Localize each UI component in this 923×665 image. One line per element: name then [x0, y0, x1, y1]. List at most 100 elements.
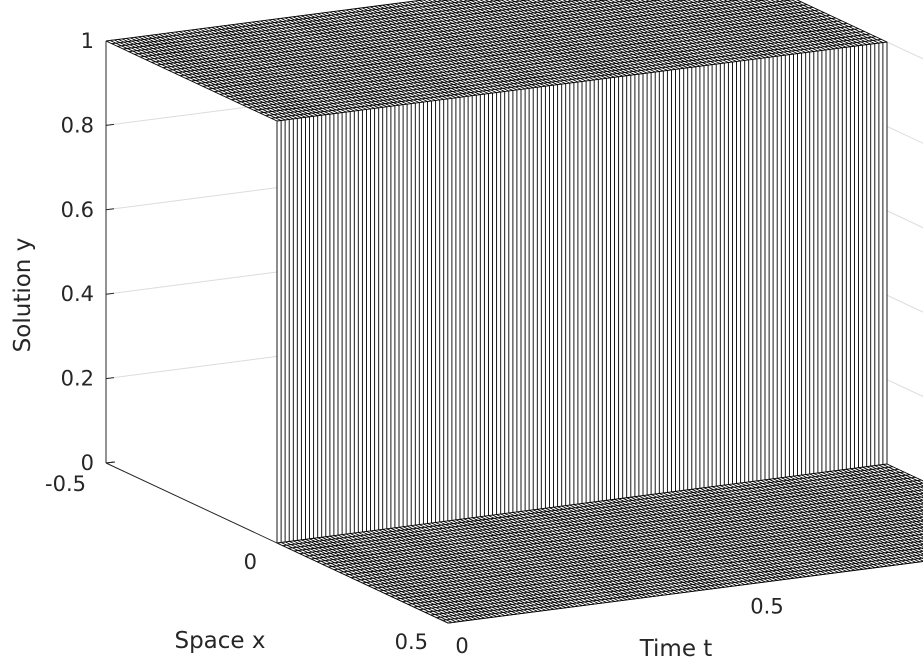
mesh-line-x [567, 0, 880, 568]
mesh-line-x [603, 0, 908, 564]
mesh-line-x [692, 0, 923, 530]
mesh-line-x [337, 10, 680, 594]
mesh-line-x [187, 30, 530, 613]
mesh-line-x [656, 0, 923, 547]
mesh-line-x [484, 0, 815, 577]
mesh-line-x [317, 13, 660, 597]
mesh-line-x [109, 40, 453, 623]
z-tick-mark [105, 208, 115, 211]
mesh-line-x [645, 0, 923, 552]
mesh-line-x [276, 18, 619, 602]
mesh-line-x [309, 14, 652, 598]
mesh-line-x [345, 9, 689, 593]
mesh-line-x [166, 32, 510, 616]
mesh-line-x [739, 0, 923, 509]
mesh-line-x [661, 0, 923, 545]
x-tick-mark [439, 618, 449, 624]
mesh-line-x [697, 0, 923, 528]
y-tick-mark [276, 541, 287, 544]
mesh-line-x [728, 0, 923, 513]
mesh-line-x [402, 2, 746, 586]
surface-mesh [105, 0, 923, 624]
mesh-line-x [796, 0, 923, 482]
mesh-line-x [770, 0, 923, 494]
mesh-line-x [671, 0, 923, 540]
mesh-line-x [288, 16, 632, 600]
mesh-line-x [764, 0, 923, 496]
mesh-line-x [240, 23, 583, 607]
mesh-line-x [122, 38, 465, 622]
x-tick-label: 0 [455, 634, 468, 658]
mesh-line-x [650, 0, 923, 550]
mesh-line-x [713, 0, 923, 521]
mesh-line-x [138, 36, 481, 620]
mesh-line-x [272, 18, 615, 602]
mesh-line-x [134, 36, 477, 620]
mesh-line-x [118, 38, 461, 622]
mesh-line-x [305, 14, 648, 598]
z-axis-label: Solution y [10, 238, 36, 353]
mesh-line-x [353, 8, 697, 592]
z-tick-label: 0.6 [61, 198, 94, 222]
mesh-line-x [427, 0, 770, 582]
mesh-line-x [759, 0, 923, 499]
mesh-line-x [468, 0, 802, 578]
mesh-line-x [268, 19, 611, 603]
mesh-line-x [536, 0, 855, 571]
mesh-line-x [718, 0, 923, 518]
mesh-line-x [313, 13, 656, 597]
mesh-line-x [546, 0, 863, 570]
mesh-line-x [448, 0, 786, 580]
z-tick-label: 0.8 [61, 113, 94, 137]
mesh-line-x [130, 37, 473, 621]
mesh-line-x [150, 34, 493, 618]
mesh-line-x [207, 27, 550, 611]
mesh-line-x [325, 12, 668, 596]
z-tick-mark [105, 123, 115, 126]
mesh-line-x [179, 31, 522, 614]
mesh-line-x [333, 11, 676, 594]
mesh-line-x [170, 32, 514, 616]
mesh-line-x [394, 3, 737, 587]
mesh-line-x [593, 0, 900, 565]
mesh-line-x [437, 0, 778, 581]
mesh-line-x [162, 33, 506, 617]
mesh-line-x [423, 0, 766, 583]
mesh-line-x [329, 11, 672, 595]
mesh-line-x [195, 28, 538, 612]
tick-labels: 00.20.40.60.81-0.500.500.51 [45, 29, 784, 658]
mesh-line-x [479, 0, 811, 577]
z-tick-mark [105, 292, 115, 295]
mesh-line-x [223, 25, 567, 609]
mesh-line-x [624, 0, 923, 562]
mesh-line-x [154, 34, 497, 618]
mesh-line-x [410, 1, 754, 584]
mesh-line-x [443, 0, 782, 581]
mesh-line-x [227, 24, 571, 608]
x-tick-label: 0.5 [750, 595, 783, 619]
mesh-line-x [398, 2, 741, 586]
z-tick-label: 1 [81, 29, 94, 53]
y-tick-mark [105, 461, 116, 464]
mesh-line-x [780, 0, 923, 489]
mesh-line-x [406, 1, 750, 585]
mesh-line-x [453, 0, 790, 580]
y-tick-label: 0 [244, 550, 257, 574]
mesh-line-x [292, 16, 636, 600]
mesh-line-x [414, 0, 758, 584]
mesh-line-x [681, 0, 923, 535]
z-tick-mark [105, 39, 115, 42]
mesh-line-x [598, 0, 904, 565]
z-tick-label: 0 [81, 451, 94, 475]
mesh-line-x [666, 0, 923, 543]
mesh-line-x [458, 0, 794, 579]
mesh-line-x [749, 0, 923, 504]
mesh-line-x [562, 0, 876, 569]
mesh-line-x [526, 0, 847, 572]
y-tick-label: 0.5 [395, 630, 428, 654]
mesh-line-x [552, 0, 868, 570]
mesh-line-x [785, 0, 923, 487]
mesh-line-x [390, 3, 733, 587]
